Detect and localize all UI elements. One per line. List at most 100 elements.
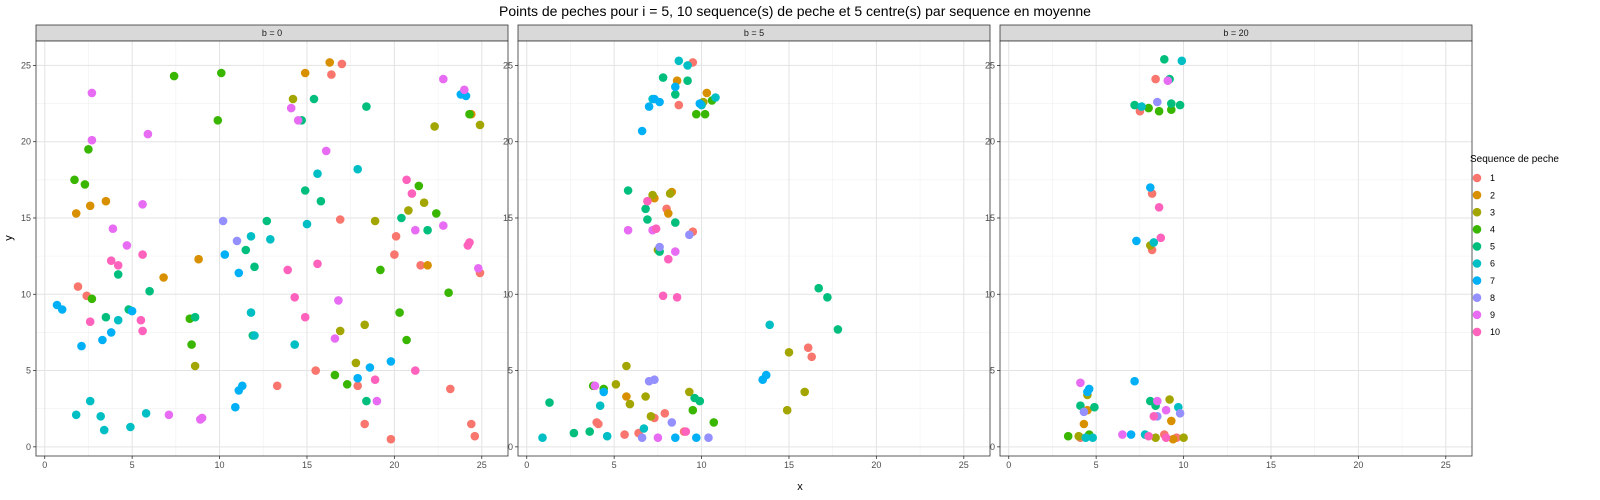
data-point	[419, 198, 429, 207]
y-tick-label: 20	[21, 137, 31, 147]
data-point	[246, 232, 256, 241]
data-point	[644, 102, 654, 111]
data-point	[545, 398, 554, 407]
data-point	[106, 328, 116, 337]
data-point	[101, 196, 111, 206]
data-point	[709, 418, 719, 427]
data-point	[414, 181, 424, 191]
data-point	[1126, 430, 1136, 439]
data-point	[311, 366, 321, 375]
data-point	[85, 201, 95, 211]
data-point	[467, 419, 476, 429]
data-point	[1175, 100, 1185, 110]
data-point	[213, 116, 223, 125]
data-point	[660, 409, 670, 418]
data-point	[430, 122, 439, 131]
data-point	[470, 431, 480, 441]
data-point	[685, 387, 694, 397]
data-point	[658, 73, 668, 82]
data-point	[671, 247, 680, 256]
data-point	[80, 180, 90, 189]
data-point	[57, 305, 67, 314]
data-point	[190, 312, 200, 322]
data-point	[335, 215, 345, 224]
data-point	[360, 419, 370, 429]
data-point	[238, 381, 247, 391]
data-point	[637, 126, 647, 136]
data-point	[664, 254, 673, 264]
chart-title: Points de peches pour i = 5, 10 sequence…	[499, 3, 1091, 19]
data-point	[685, 230, 694, 240]
data-point	[423, 261, 432, 270]
data-point	[283, 265, 293, 275]
data-point	[290, 340, 300, 349]
data-point	[625, 399, 635, 409]
data-point	[87, 88, 97, 98]
data-point	[99, 425, 109, 435]
x-tick-label: 20	[1353, 460, 1363, 470]
data-point	[639, 424, 649, 433]
data-point	[234, 268, 244, 278]
data-point	[404, 206, 413, 215]
data-point	[362, 102, 371, 111]
y-tick-label: 15	[985, 213, 995, 223]
data-point	[474, 264, 483, 273]
data-point	[288, 94, 298, 104]
data-point	[538, 433, 547, 443]
data-point	[293, 116, 303, 125]
y-tick-label: 0	[508, 442, 513, 452]
data-point	[313, 259, 322, 269]
data-point	[386, 434, 396, 444]
legend: Sequence de peche 1 2 3 4 5 6 7 8 9 10	[1470, 154, 1559, 337]
data-point	[641, 392, 650, 401]
y-tick-label: 25	[21, 60, 31, 70]
legend-key	[1472, 327, 1482, 337]
legend-label: 7	[1490, 276, 1495, 286]
data-point	[595, 401, 605, 411]
panel-border	[35, 40, 509, 457]
data-point	[309, 94, 319, 104]
y-axis-title: y	[3, 235, 15, 241]
data-point	[439, 221, 448, 230]
data-point	[372, 396, 382, 406]
data-point	[665, 189, 675, 198]
data-point	[1161, 405, 1171, 415]
data-point	[353, 381, 363, 391]
data-point	[71, 209, 81, 218]
y-tick-label: 10	[985, 289, 995, 299]
data-point	[300, 186, 310, 195]
data-point	[623, 186, 633, 195]
legend-label: 9	[1490, 310, 1495, 320]
data-point	[106, 256, 116, 266]
data-point	[190, 361, 200, 371]
data-point	[220, 250, 230, 259]
data-point	[569, 428, 579, 438]
x-tick-label: 25	[477, 460, 487, 470]
data-point	[108, 224, 118, 233]
data-point	[1074, 431, 1083, 441]
data-point	[1079, 407, 1089, 417]
data-point	[127, 306, 137, 316]
data-point	[325, 58, 335, 67]
legend-key	[1472, 173, 1482, 183]
data-point	[671, 218, 680, 227]
data-point	[391, 232, 401, 241]
data-point	[138, 250, 147, 259]
data-point	[1088, 433, 1097, 443]
data-point	[637, 433, 647, 443]
data-point	[395, 308, 404, 317]
legend-label: 8	[1490, 293, 1495, 303]
grid	[36, 41, 508, 456]
data-point	[423, 225, 432, 235]
data-point	[620, 430, 629, 439]
data-point	[321, 146, 331, 156]
legend-key	[1472, 207, 1482, 217]
facet-panel: b = 20 0 5 10 15 20 25 0 5 10 15 20 25	[985, 24, 1473, 470]
x-tick-label: 20	[389, 460, 399, 470]
data-point	[71, 410, 81, 420]
grid	[518, 41, 990, 456]
data-point	[465, 109, 474, 119]
data-point	[376, 265, 385, 275]
x-tick-label: 5	[130, 460, 135, 470]
panel-border	[517, 40, 991, 457]
